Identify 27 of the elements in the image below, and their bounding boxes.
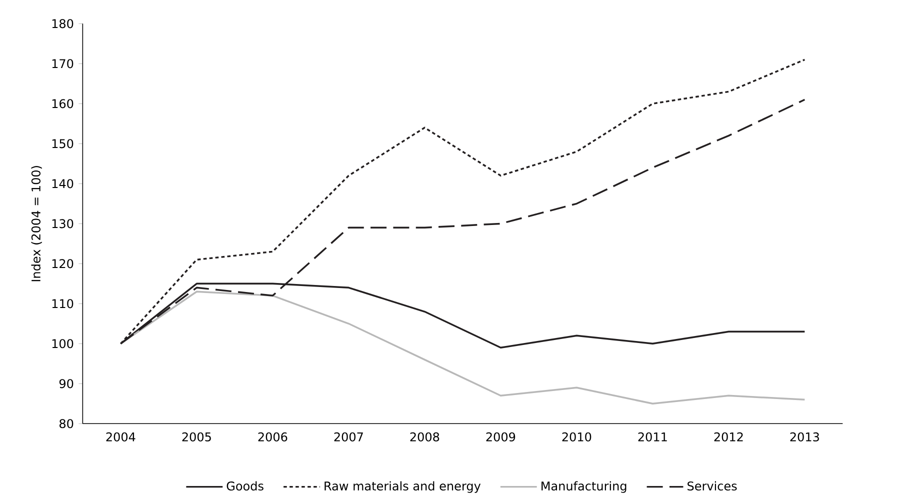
legend-label: Raw materials and energy xyxy=(324,481,481,493)
y-tick-label: 100 xyxy=(52,339,74,348)
x-tick-label: 2009 xyxy=(486,432,516,442)
x-tick-label: 2013 xyxy=(790,432,819,442)
x-tick-label: 2004 xyxy=(106,432,136,442)
x-tick-label: 2005 xyxy=(182,432,211,442)
y-tick-label: 160 xyxy=(52,99,74,108)
y-tick-label: 180 xyxy=(52,19,74,28)
x-tick-label: 2006 xyxy=(258,432,288,442)
legend-label: Services xyxy=(688,481,737,491)
y-axis-title: Index (2004 = 100) xyxy=(31,166,42,282)
y-tick-label: 130 xyxy=(52,219,74,228)
x-tick-label: 2010 xyxy=(562,432,592,442)
y-tick-label: 140 xyxy=(52,179,74,188)
x-tick-label: 2012 xyxy=(714,432,743,442)
y-tick-label: 80 xyxy=(60,419,74,428)
x-tick-label: 2007 xyxy=(334,432,363,442)
y-tick-label: 150 xyxy=(52,139,74,148)
y-tick-label: 170 xyxy=(52,59,74,68)
y-tick-label: 120 xyxy=(52,259,74,268)
legend-label: Goods xyxy=(226,481,264,491)
x-tick-label: 2011 xyxy=(638,432,667,442)
line-series xyxy=(120,290,806,405)
y-tick-label: 90 xyxy=(59,379,74,388)
x-tick-label: 2008 xyxy=(410,432,440,442)
y-tick-label: 110 xyxy=(52,299,74,308)
legend-label: Manufacturing xyxy=(542,481,626,493)
